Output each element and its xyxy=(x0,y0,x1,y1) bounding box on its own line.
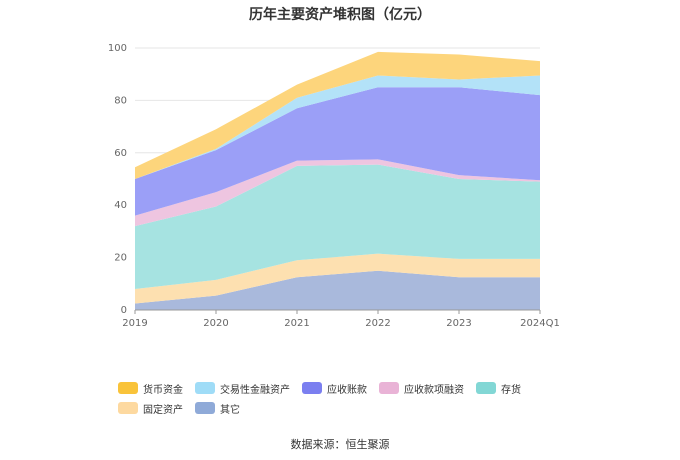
legend-swatch xyxy=(476,382,496,394)
chart-legend: 货币资金 交易性金融资产 应收账款 应收款项融资 存货固定资产 其它 xyxy=(118,378,588,418)
area-series-固定资产 xyxy=(135,253,540,304)
area-series-交易性金融资产 xyxy=(135,75,540,179)
legend-item[interactable]: 交易性金融资产 xyxy=(195,378,290,398)
legend-swatch xyxy=(195,382,215,394)
legend-item[interactable]: 应收账款 xyxy=(302,378,367,398)
legend-item[interactable]: 存货 xyxy=(476,378,521,398)
x-tick-label: 2020 xyxy=(203,318,228,329)
legend-label: 交易性金融资产 xyxy=(220,384,290,396)
x-tick-label: 2021 xyxy=(284,318,309,329)
area-series-货币资金 xyxy=(135,51,540,179)
x-tick-label: 2019 xyxy=(122,318,147,329)
stacked-area-chart: 0 20 40 60 80 100 2019 2020 2021 2022 2023 2024Q1 xyxy=(108,43,560,329)
y-tick-label: 0 xyxy=(121,305,127,316)
legend-swatch xyxy=(118,382,138,394)
chart-title: 历年主要资产堆积图（亿元） xyxy=(249,7,431,23)
legend-label: 固定资产 xyxy=(143,404,183,416)
y-tick-label: 100 xyxy=(108,43,127,54)
area-series-应收款项融资 xyxy=(135,159,540,227)
area-series-存货 xyxy=(135,164,540,290)
legend-swatch xyxy=(379,382,399,394)
legend-label: 应收款项融资 xyxy=(404,384,464,396)
x-tick-label: 2023 xyxy=(446,318,471,329)
legend-swatch xyxy=(302,382,322,394)
legend-item[interactable]: 应收款项融资 xyxy=(379,378,464,398)
legend-swatch xyxy=(118,402,138,414)
legend-item[interactable]: 货币资金 xyxy=(118,378,183,398)
legend-item[interactable]: 固定资产 xyxy=(118,398,183,418)
y-tick-label: 40 xyxy=(114,200,127,211)
legend-label: 其它 xyxy=(220,404,240,416)
legend-swatch xyxy=(195,402,215,414)
legend-label: 货币资金 xyxy=(143,384,183,396)
legend-item[interactable]: 其它 xyxy=(195,398,240,418)
area-series-应收账款 xyxy=(135,87,540,216)
legend-label: 应收账款 xyxy=(327,384,367,396)
y-tick-label: 60 xyxy=(114,148,127,159)
y-tick-label: 20 xyxy=(114,253,127,264)
legend-label: 存货 xyxy=(501,384,521,396)
data-source-note: 数据来源：恒生聚源 xyxy=(290,438,390,451)
y-tick-label: 80 xyxy=(114,95,127,106)
area-series-其它 xyxy=(135,270,540,310)
x-tick-label: 2022 xyxy=(365,318,390,329)
x-tick-label: 2024Q1 xyxy=(520,318,560,329)
